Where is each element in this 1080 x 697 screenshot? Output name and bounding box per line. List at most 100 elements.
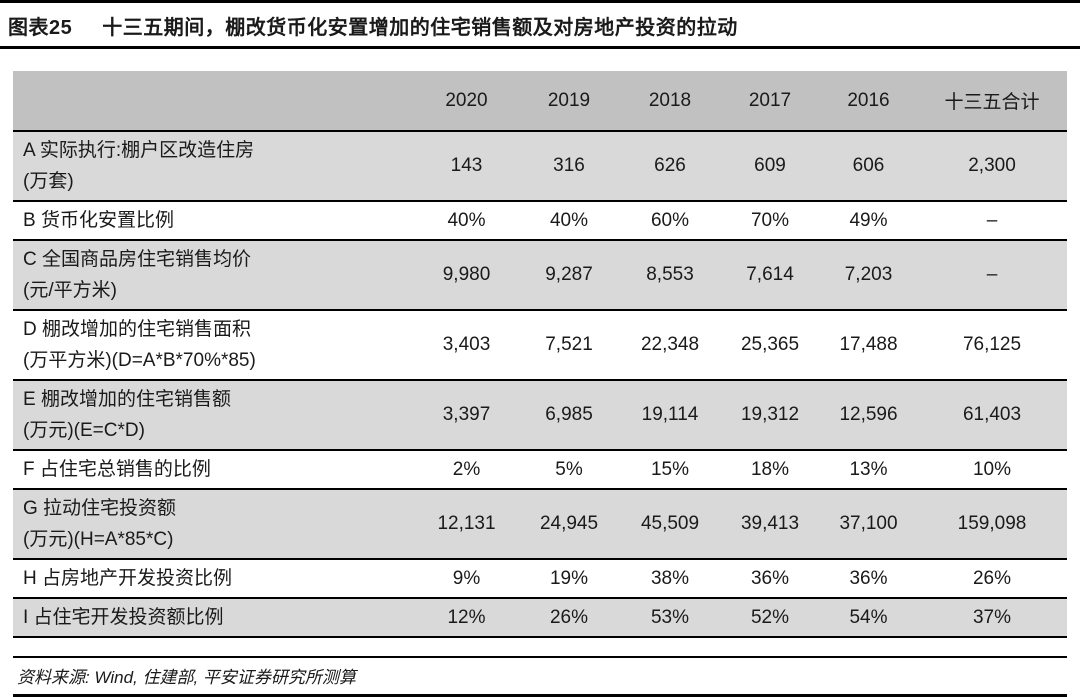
table-cell: 8,553 <box>620 240 720 311</box>
row-label-line1: F 占住宅总销售的比例 <box>23 459 211 480</box>
table-cell: 7,521 <box>518 310 620 381</box>
exhibit-title: 十三五期间，棚改货币化安置增加的住宅销售额及对房地产投资的拉动 <box>102 17 738 39</box>
row-label: I 占住宅开发投资额比例 <box>13 598 415 638</box>
data-table: 2020 2019 2018 2017 2016 十三五合计 A 实际执行:棚户区改造住房… <box>13 71 1067 638</box>
table-cell: 26% <box>917 559 1067 599</box>
table-cell: 45,509 <box>620 489 720 560</box>
row-label-line1: D 棚改增加的住宅销售面积 <box>23 319 252 340</box>
table-cell: 52% <box>720 598 820 638</box>
table-cell: 17,488 <box>820 310 917 381</box>
table-cell: 36% <box>720 559 820 599</box>
table-row: H 占房地产开发投资比例 9% 19% 38% 36% 36% 26% <box>13 559 1067 599</box>
table-cell: 18% <box>720 450 820 490</box>
row-label-line2: (万平方米)(D=A*B*70%*85) <box>23 350 256 371</box>
table-row: B 货币化安置比例 40% 40% 60% 70% 49% – <box>13 201 1067 241</box>
table-cell: 36% <box>820 559 917 599</box>
table-cell: 40% <box>518 201 620 241</box>
table-cell: 10% <box>917 450 1067 490</box>
table-row: C 全国商品房住宅销售均价 (元/平方米) 9,980 9,287 8,553 7,614… <box>13 240 1067 311</box>
table-cell: 40% <box>415 201 518 241</box>
row-label: G 拉动住宅投资额 (万元)(H=A*85*C) <box>13 489 415 560</box>
column-header-2020: 2020 <box>415 71 518 132</box>
table-cell: – <box>917 240 1067 311</box>
table-cell: 609 <box>720 131 820 202</box>
table-cell: 70% <box>720 201 820 241</box>
row-label: B 货币化安置比例 <box>13 201 415 241</box>
table-row: D 棚改增加的住宅销售面积 (万平方米)(D=A*B*70%*85) 3,403 7,… <box>13 310 1067 381</box>
table-cell: 2,300 <box>917 131 1067 202</box>
row-label-line1: I 占住宅开发投资额比例 <box>23 607 224 628</box>
row-label-line1: A 实际执行:棚户区改造住房 <box>23 140 255 161</box>
table-cell: 39,413 <box>720 489 820 560</box>
table-cell: 37% <box>917 598 1067 638</box>
row-label-line1: B 货币化安置比例 <box>23 210 174 231</box>
table-cell: 22,348 <box>620 310 720 381</box>
column-header-2019: 2019 <box>518 71 620 132</box>
table-cell: 316 <box>518 131 620 202</box>
row-label: A 实际执行:棚户区改造住房 (万套) <box>13 131 415 202</box>
table-cell: 12,596 <box>820 380 917 451</box>
row-label-line2: (万套) <box>23 171 74 192</box>
table-cell: 37,100 <box>820 489 917 560</box>
table-cell: 626 <box>620 131 720 202</box>
table-cell: 9,287 <box>518 240 620 311</box>
table-cell: 76,125 <box>917 310 1067 381</box>
table-cell: 7,203 <box>820 240 917 311</box>
table-cell: 19,114 <box>620 380 720 451</box>
row-label: E 棚改增加的住宅销售额 (万元)(E=C*D) <box>13 380 415 451</box>
row-label-line1: E 棚改增加的住宅销售额 <box>23 389 231 410</box>
source-text: 资料来源: Wind, 住建部, 平安证券研究所测算 <box>17 668 356 687</box>
table-header: 2020 2019 2018 2017 2016 十三五合计 <box>13 71 1067 132</box>
table-cell: 54% <box>820 598 917 638</box>
row-label-line2: (万元)(H=A*85*C) <box>23 529 174 550</box>
table-cell: 26% <box>518 598 620 638</box>
table-cell: 15% <box>620 450 720 490</box>
row-label: H 占房地产开发投资比例 <box>13 559 415 599</box>
row-label: D 棚改增加的住宅销售面积 (万平方米)(D=A*B*70%*85) <box>13 310 415 381</box>
column-header-2017: 2017 <box>720 71 820 132</box>
table-cell: 25,365 <box>720 310 820 381</box>
row-label-line1: H 占房地产开发投资比例 <box>23 568 233 589</box>
table-cell: 143 <box>415 131 518 202</box>
row-label-line2: (万元)(E=C*D) <box>23 420 145 441</box>
table-header-row: 2020 2019 2018 2017 2016 十三五合计 <box>13 71 1067 132</box>
row-label-line1: C 全国商品房住宅销售均价 <box>23 249 252 270</box>
table-cell: 3,397 <box>415 380 518 451</box>
table-row: E 棚改增加的住宅销售额 (万元)(E=C*D) 3,397 6,985 19,114 1… <box>13 380 1067 451</box>
table-cell: 5% <box>518 450 620 490</box>
table-cell: 9,980 <box>415 240 518 311</box>
table-cell: 3,403 <box>415 310 518 381</box>
row-label: F 占住宅总销售的比例 <box>13 450 415 490</box>
table-cell: – <box>917 201 1067 241</box>
table-cell: 19,312 <box>720 380 820 451</box>
table-row: I 占住宅开发投资额比例 12% 26% 53% 52% 54% 37% <box>13 598 1067 638</box>
table-row: F 占住宅总销售的比例 2% 5% 15% 18% 13% 10% <box>13 450 1067 490</box>
table-cell: 12,131 <box>415 489 518 560</box>
table-cell: 38% <box>620 559 720 599</box>
table-cell: 7,614 <box>720 240 820 311</box>
table-cell: 53% <box>620 598 720 638</box>
exhibit-title-bar: 图表25 十三五期间，棚改货币化安置增加的住宅销售额及对房地产投资的拉动 <box>0 0 1080 49</box>
exhibit-number: 图表25 <box>8 17 73 39</box>
row-label: C 全国商品房住宅销售均价 (元/平方米) <box>13 240 415 311</box>
table-cell: 6,985 <box>518 380 620 451</box>
table-cell: 2% <box>415 450 518 490</box>
table-row: A 实际执行:棚户区改造住房 (万套) 143 316 626 609 606 2,300 <box>13 131 1067 202</box>
table-cell: 24,945 <box>518 489 620 560</box>
table-cell: 61,403 <box>917 380 1067 451</box>
row-label-line1: G 拉动住宅投资额 <box>23 498 177 519</box>
column-header-十三五合计: 十三五合计 <box>917 71 1067 132</box>
table-cell: 49% <box>820 201 917 241</box>
table-row: G 拉动住宅投资额 (万元)(H=A*85*C) 12,131 24,945 45,50… <box>13 489 1067 560</box>
row-label-line2: (元/平方米) <box>23 280 117 301</box>
table-cell: 12% <box>415 598 518 638</box>
table-cell: 9% <box>415 559 518 599</box>
table-cell: 60% <box>620 201 720 241</box>
table-cell: 159,098 <box>917 489 1067 560</box>
table-cell: 13% <box>820 450 917 490</box>
table-cell: 19% <box>518 559 620 599</box>
column-header-2016: 2016 <box>820 71 917 132</box>
table-body: A 实际执行:棚户区改造住房 (万套) 143 316 626 609 606 2,300 B … <box>13 131 1067 638</box>
column-header-2018: 2018 <box>620 71 720 132</box>
